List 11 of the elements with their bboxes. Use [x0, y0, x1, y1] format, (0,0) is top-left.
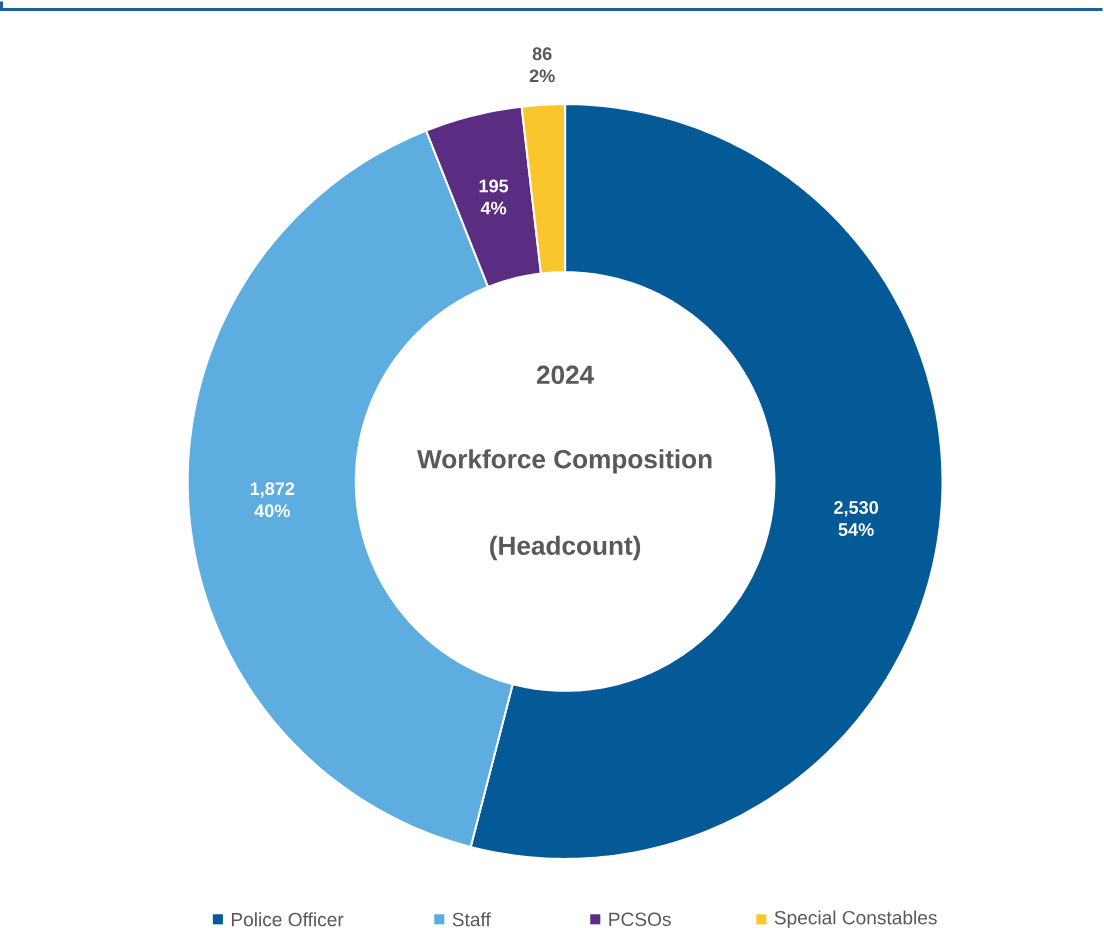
text: 2024 [536, 365, 595, 384]
text: Workforce Composition [417, 449, 712, 474]
legend-label: Staff [452, 912, 491, 927]
legend-label: PCSOs [609, 912, 671, 926]
data-label: 195 4% [479, 179, 509, 215]
data-label: 1,872 40% [250, 482, 295, 518]
data-label: 2,530 54% [834, 500, 879, 536]
legend-label: Police Officer [231, 912, 344, 927]
data-label: 86 2% [529, 47, 555, 83]
legend-label: Special Constables [774, 910, 937, 928]
text: (Headcount) [490, 535, 641, 561]
